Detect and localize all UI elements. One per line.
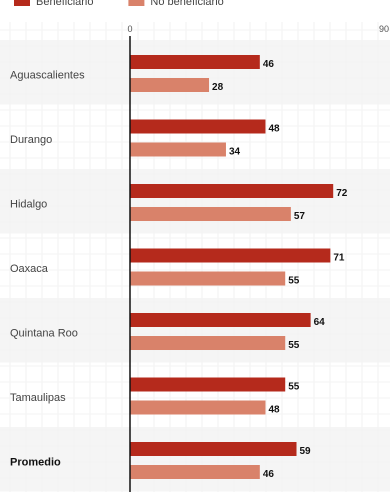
value-label: 55 bbox=[288, 382, 300, 393]
value-label: 34 bbox=[229, 147, 241, 158]
value-label: 59 bbox=[300, 446, 312, 457]
value-label: 28 bbox=[212, 82, 224, 93]
bar bbox=[130, 400, 266, 415]
bar bbox=[130, 119, 266, 134]
x-tick-label: 90 bbox=[379, 24, 389, 34]
row-band bbox=[0, 298, 390, 363]
bar bbox=[130, 465, 260, 479]
legend-swatch bbox=[14, 0, 30, 6]
value-label: 46 bbox=[263, 59, 275, 70]
bar bbox=[130, 377, 286, 392]
legend-label: Beneficiario bbox=[36, 0, 93, 8]
row-bands bbox=[0, 40, 390, 492]
bar bbox=[130, 248, 331, 263]
row-band bbox=[0, 169, 390, 234]
bar bbox=[130, 207, 291, 221]
bar bbox=[130, 78, 210, 92]
category-label: Tamaulipas bbox=[10, 392, 66, 404]
legend-label: No beneficiario bbox=[150, 0, 223, 8]
category-label: Hidalgo bbox=[10, 198, 47, 210]
legend: Beneficiario No beneficiario bbox=[14, 0, 224, 8]
bar bbox=[130, 271, 286, 286]
row-band bbox=[0, 427, 390, 492]
category-label: Oaxaca bbox=[10, 263, 49, 275]
value-label: 64 bbox=[314, 317, 326, 328]
value-label: 48 bbox=[268, 405, 280, 416]
value-label: 71 bbox=[333, 253, 345, 264]
category-label: Durango bbox=[10, 134, 52, 146]
axis-ticks: 0 90 bbox=[127, 24, 389, 34]
legend-swatch bbox=[128, 0, 145, 6]
category-label: Aguascalientes bbox=[10, 69, 85, 81]
bar bbox=[130, 336, 286, 350]
value-label: 57 bbox=[294, 211, 306, 222]
bar bbox=[130, 313, 311, 327]
value-label: 72 bbox=[336, 188, 348, 199]
value-label: 48 bbox=[268, 124, 280, 135]
value-label: 55 bbox=[288, 276, 300, 287]
row-band bbox=[0, 40, 390, 105]
x-tick-label: 0 bbox=[127, 24, 132, 34]
bar bbox=[130, 142, 226, 157]
bars: 46 28 48 34 72 57 71 55 64 55 55 48 59 46 bbox=[130, 55, 348, 480]
bar bbox=[130, 184, 334, 198]
category-labels: Aguascalientes Durango Hidalgo Oaxaca Quinta… bbox=[10, 69, 85, 468]
value-label: 46 bbox=[263, 469, 275, 480]
bar bbox=[130, 442, 297, 456]
category-label: Promedio bbox=[10, 456, 61, 468]
value-label: 55 bbox=[288, 340, 300, 351]
bar bbox=[130, 55, 260, 69]
category-label: Quintana Roo bbox=[10, 327, 78, 339]
